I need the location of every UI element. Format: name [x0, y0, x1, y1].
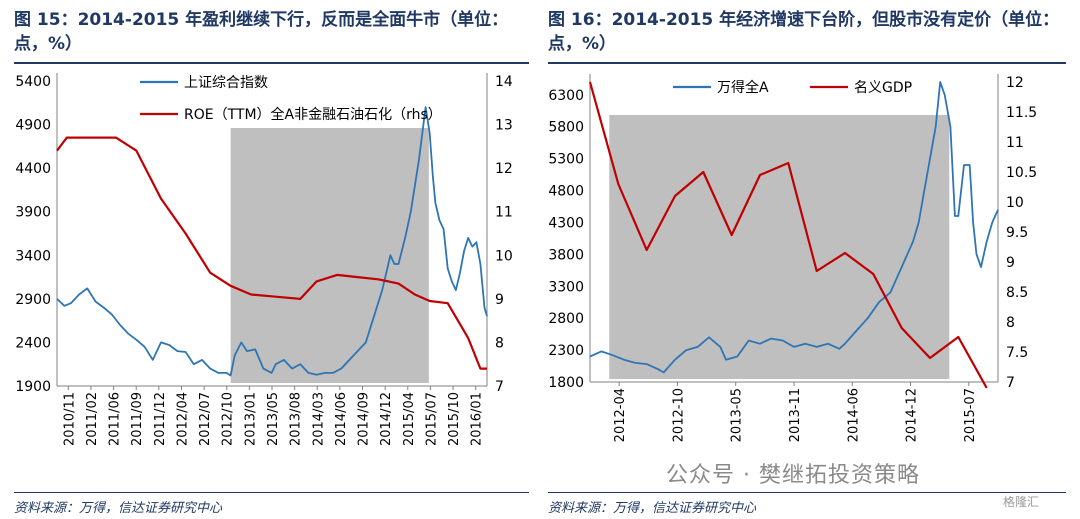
figure1-source: 资料来源：万得，信达证券研究中心 — [14, 501, 223, 516]
chart2-y-right-tick-label: 11 — [1006, 135, 1024, 151]
chart1-y-left-tick-label: 2400 — [15, 335, 51, 351]
chart1-y-right-tick-label: 12 — [495, 161, 513, 177]
chart1-x-tick-label: 2012/04 — [175, 392, 190, 446]
chart2-x-tick-label: 2015-07 — [963, 388, 978, 442]
chart1-x-tick-label: 2013/01 — [243, 392, 258, 446]
chart1-x-tick-label: 2013/08 — [289, 392, 304, 446]
chart2-y-left-tick-label: 4800 — [548, 184, 584, 200]
figure1-top-rule — [14, 62, 529, 64]
chart2-y-left-tick-label: 2300 — [548, 343, 584, 359]
chart1-x-tick-label: 2012/10 — [221, 392, 236, 446]
chart2-y-right-tick-label: 12 — [1006, 75, 1024, 91]
chart2-y-right-tick-label: 7 — [1006, 375, 1015, 391]
chart2-y-left-tick-label: 3800 — [548, 247, 584, 263]
chart1-y-right-tick-label: 9 — [495, 292, 504, 308]
chart1-x-tick-label: 2011/09 — [130, 392, 145, 446]
chart1-x-tick-label: 2014/09 — [357, 392, 372, 446]
chart2-y-left-tick-label: 5300 — [548, 152, 584, 168]
chart1-x-tick-label: 2014/12 — [379, 392, 394, 446]
chart1-y-left-tick-label: 3900 — [15, 205, 51, 221]
chart1-y-left-tick-label: 4900 — [15, 118, 51, 134]
chart1-x-tick-label: 2015/07 — [424, 392, 439, 446]
chart1-x-tick-label: 2013/05 — [266, 392, 281, 446]
chart2-y-right-tick-label: 8 — [1006, 315, 1015, 331]
chart1-y-left-tick-label: 2900 — [15, 292, 51, 308]
chart1-y-right-tick-label: 11 — [495, 205, 513, 221]
chart1-x-tick-label: 2015/10 — [447, 392, 462, 446]
chart1-y-left-tick-label: 4400 — [15, 161, 51, 177]
chart1-y-left-tick-label: 3400 — [15, 248, 51, 264]
chart1-series-red-line — [56, 136, 487, 370]
chart2-y-left-tick-label: 5800 — [548, 120, 584, 136]
chart1-y-right-tick-label: 8 — [495, 335, 504, 351]
chart2-legend-label: 名义GDP — [854, 80, 912, 96]
chart2-x-tick-label: 2014-06 — [846, 388, 861, 442]
chart1-x-tick-label: 2010/11 — [62, 392, 77, 446]
chart1-x-tick-label: 2012/07 — [198, 392, 213, 446]
chart1-y-right-tick-label: 10 — [495, 248, 513, 264]
figure2-title: 图 16：2014-2015 年经济增速下台阶，但股市没有定价（单位：点，%） — [548, 10, 1060, 54]
chart2-x-tick-label: 2014-12 — [905, 388, 920, 442]
chart1-x-tick-label: 2016/01 — [470, 392, 485, 446]
chart2-y-left-tick-label: 1800 — [548, 375, 584, 391]
chart1-legend-label: 上证综合指数 — [184, 75, 268, 91]
chart2-series-red-line — [588, 81, 988, 389]
chart1-x-tick-label: 2015/04 — [402, 392, 417, 446]
chart1-y-right-tick-label: 13 — [495, 118, 513, 134]
chart1-series-blue-line — [56, 106, 488, 377]
chart1-x-tick-label: 2011/02 — [85, 392, 100, 446]
chart1-y-right-tick-label: 14 — [495, 74, 513, 90]
chart1-x-tick-label: 2014/06 — [334, 392, 349, 446]
chart1-shaded-period — [230, 128, 429, 383]
chart2-x-tick-label: 2013-05 — [730, 388, 745, 442]
chart2-legend-label: 万得全A — [717, 79, 769, 96]
chart2-y-left-tick-label: 3300 — [548, 279, 584, 295]
figure2-source: 资料来源：万得，信达证券研究中心 — [548, 501, 757, 516]
chart1-x-tick-label: 2014/03 — [311, 392, 326, 446]
chart2-y-right-tick-label: 9.5 — [1006, 225, 1028, 241]
chart1-y-left-tick-label: 1900 — [15, 379, 51, 395]
chart2-x-tick-label: 2012-04 — [613, 388, 628, 442]
chart2-y-right-tick-label: 11.5 — [1006, 105, 1037, 121]
chart1-x-tick-label: 2011/12 — [153, 392, 168, 446]
chart1-y-left-tick-label: 5400 — [15, 74, 51, 90]
chart2-y-left-tick-label: 2800 — [548, 311, 584, 327]
chart-1: 1900 2400 2900 3400 3900 4400 4900 5400 7 8 9 10 11 1… — [15, 73, 513, 446]
chart2-y-left-tick-label: 6300 — [548, 88, 584, 104]
chart1-legend-label: ROE（TTM）全A非金融石油石化（rhs） — [184, 106, 442, 123]
chart2-y-right-tick-label: 7.5 — [1006, 345, 1028, 361]
figure2-bottom-rule — [548, 492, 1066, 493]
chart1-x-tick-label: 2011/06 — [108, 392, 123, 446]
chart2-shaded-period — [609, 115, 950, 379]
watermark-logo: 格隆汇 — [1003, 495, 1040, 509]
chart2-y-right-tick-label: 8.5 — [1006, 285, 1028, 301]
figure2-top-rule — [548, 62, 1066, 64]
chart2-x-tick-label: 2013-11 — [788, 388, 803, 442]
chart2-y-left-tick-label: 4300 — [548, 215, 584, 231]
figure1-title: 图 15：2014-2015 年盈利继续下行，反而是全面牛市（单位：点，%） — [14, 10, 509, 54]
chart1-y-right-tick-label: 7 — [495, 379, 504, 395]
chart2-y-right-tick-label: 9 — [1006, 255, 1015, 271]
chart2-y-right-tick-label: 10.5 — [1006, 165, 1037, 181]
chart2-y-right-tick-label: 10 — [1006, 195, 1024, 211]
chart2-x-tick-label: 2012-10 — [671, 388, 686, 442]
figure1-bottom-rule — [14, 492, 529, 493]
chart-2: 1800 2300 2800 3300 3800 4300 4800 5300 5800 6300… — [548, 74, 1037, 442]
chart2-series-blue-line — [589, 81, 999, 374]
watermark-text: 公众号 · 樊继拓投资策略 — [666, 463, 920, 488]
